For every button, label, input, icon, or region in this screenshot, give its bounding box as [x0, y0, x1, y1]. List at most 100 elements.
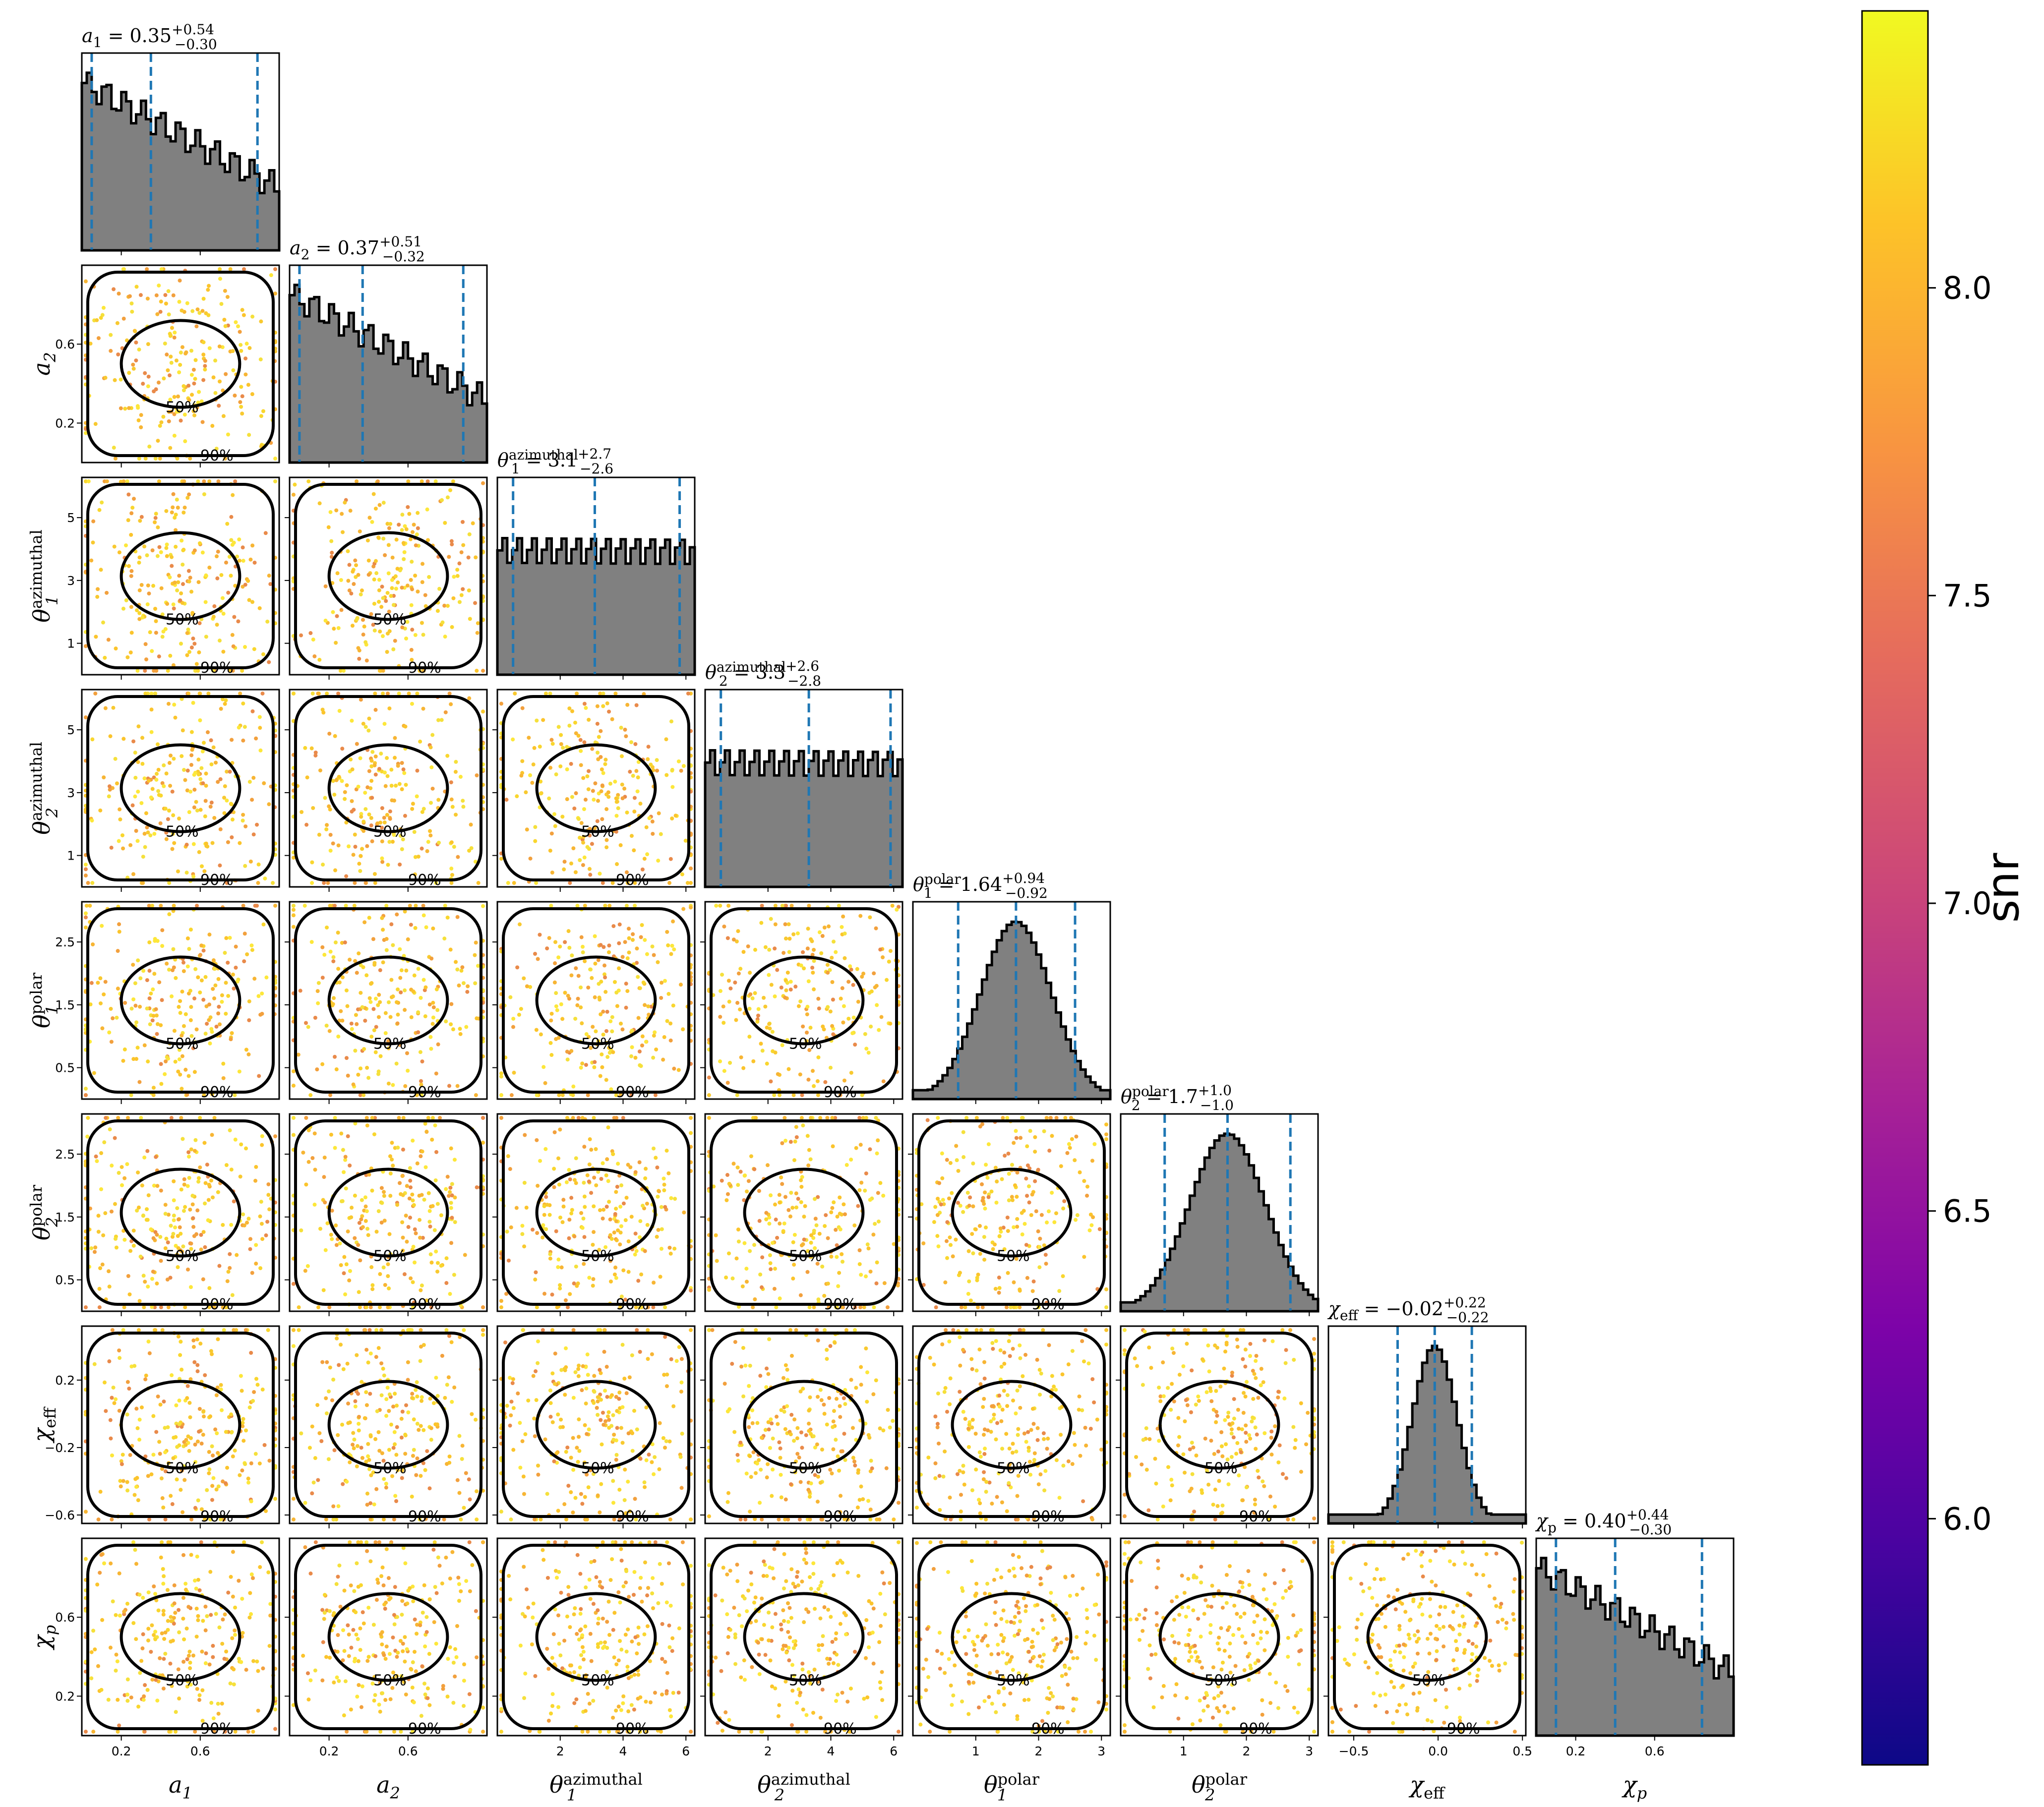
sample-point — [353, 881, 357, 885]
sample-point — [799, 1184, 804, 1189]
sample-point — [194, 800, 198, 804]
title-sym: a — [290, 237, 301, 259]
hist-theta2_az: θazimuthal 2 = 3.3+2.6 −2.8 — [704, 658, 904, 892]
sample-point — [463, 1253, 467, 1257]
sample-point — [644, 1166, 648, 1171]
sample-point — [361, 1093, 366, 1098]
sample-point — [303, 746, 307, 750]
sample-point — [264, 1233, 268, 1237]
sample-point — [356, 1072, 361, 1077]
sample-point — [474, 1093, 478, 1098]
contour-label-90: 90% — [408, 1296, 441, 1313]
sample-point — [390, 839, 395, 844]
sample-point — [381, 928, 385, 932]
sample-point — [229, 515, 234, 519]
sample-point — [1028, 1129, 1032, 1133]
sample-point — [203, 1201, 207, 1206]
sample-point — [188, 928, 193, 932]
sample-point — [321, 863, 325, 867]
sample-point — [412, 973, 417, 978]
sample-point — [158, 1235, 163, 1239]
sample-point — [122, 1305, 126, 1310]
sample-point — [651, 768, 656, 772]
sample-point — [475, 1016, 479, 1021]
sample-point — [310, 1156, 315, 1160]
sample-point — [240, 411, 244, 416]
sample-point — [876, 1191, 880, 1195]
sample-point — [171, 1231, 176, 1236]
sample-point — [207, 1182, 211, 1187]
sample-point — [120, 1183, 124, 1187]
sample-point — [181, 388, 186, 393]
sample-point — [617, 941, 621, 945]
sample-point — [188, 1018, 193, 1022]
sample-point — [380, 825, 384, 830]
sample-point — [788, 1140, 793, 1144]
sample-point — [393, 1392, 397, 1396]
sample-point — [531, 1227, 535, 1232]
sample-point — [216, 780, 220, 784]
sample-point — [1045, 1220, 1049, 1224]
sample-point — [450, 805, 455, 809]
sample-point — [144, 657, 149, 662]
sample-point — [138, 519, 142, 523]
sample-point — [1003, 1154, 1007, 1158]
sample-point — [218, 267, 222, 271]
sample-point — [638, 1305, 642, 1310]
sample-point — [455, 967, 460, 972]
sample-point — [225, 294, 230, 299]
contour-90 — [294, 695, 482, 881]
sample-point — [881, 1193, 886, 1198]
sample-point — [587, 717, 591, 722]
sample-point — [239, 1142, 243, 1147]
sample-point — [556, 1156, 561, 1161]
sample-point — [241, 1439, 246, 1443]
sample-point — [206, 1198, 211, 1202]
sample-point — [596, 751, 600, 755]
sample-point — [394, 783, 398, 788]
sample-point — [122, 1047, 127, 1051]
sample-point — [567, 723, 572, 728]
sample-point — [1067, 1142, 1071, 1146]
sample-point — [386, 1046, 391, 1050]
sample-point — [319, 1439, 324, 1444]
sample-point — [809, 1233, 813, 1237]
sample-point — [671, 1003, 675, 1008]
sample-point — [571, 1115, 575, 1120]
sample-point — [638, 986, 642, 991]
sample-point — [356, 573, 361, 577]
sample-point — [620, 1342, 625, 1347]
sample-point — [798, 999, 803, 1003]
title-minus: −1.0 — [1200, 1097, 1234, 1113]
sample-point — [558, 944, 562, 949]
sample-point — [394, 1403, 399, 1408]
sample-point — [430, 1137, 434, 1142]
sample-point — [1036, 1229, 1040, 1233]
sample-point — [113, 378, 117, 382]
sample-point — [610, 1029, 614, 1034]
sample-point — [325, 1221, 330, 1225]
sample-point — [232, 1199, 236, 1204]
sample-point — [454, 813, 458, 817]
sample-point — [127, 1387, 131, 1391]
contour-50 — [120, 955, 241, 1046]
sample-point — [381, 536, 386, 541]
contour-label-90: 90% — [200, 659, 234, 677]
sample-point — [603, 1419, 608, 1423]
sample-point — [405, 1239, 409, 1244]
sample-point — [83, 1087, 88, 1091]
sample-point — [616, 806, 620, 811]
sample-point — [1074, 1134, 1079, 1139]
sample-point — [249, 943, 254, 948]
sample-point — [391, 1083, 395, 1087]
title-sub: 2 — [301, 246, 310, 263]
sample-point — [244, 1048, 248, 1052]
sample-point — [332, 1517, 336, 1522]
sample-point — [162, 376, 166, 381]
sample-point — [409, 537, 413, 541]
sample-point — [619, 1224, 623, 1228]
sample-point — [372, 1132, 376, 1137]
sample-point — [362, 1047, 366, 1051]
sample-point — [206, 313, 211, 317]
sample-point — [398, 947, 402, 951]
